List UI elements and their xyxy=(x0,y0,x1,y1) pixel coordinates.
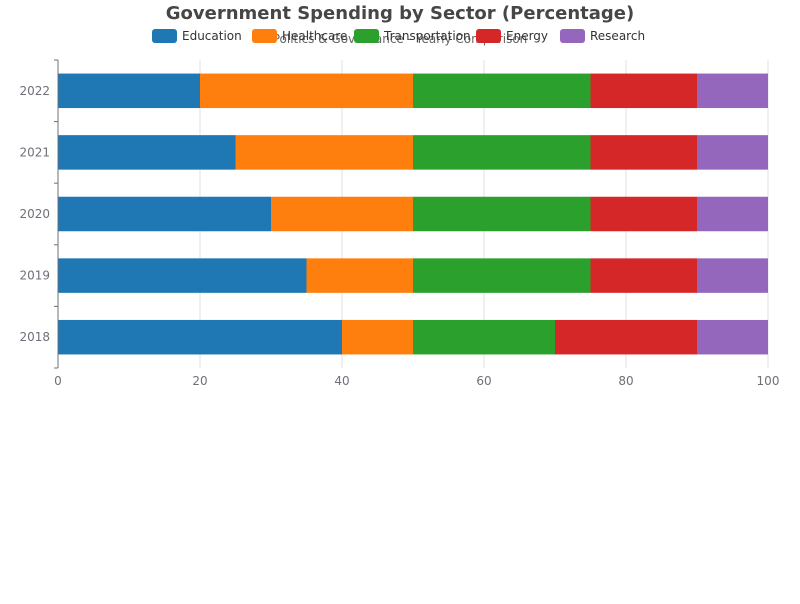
x-tick-label: 80 xyxy=(618,374,633,388)
y-tick-label: 2019 xyxy=(19,269,50,283)
bar-healthcare-2020 xyxy=(271,196,413,232)
legend-label-research: Research xyxy=(590,29,645,43)
bars-layer xyxy=(58,73,768,355)
bar-energy-2019 xyxy=(590,258,697,293)
legend: Education Healthcare Transportation Energy R… xyxy=(152,29,645,43)
legend-swatch-transportation xyxy=(354,29,379,43)
bar-energy-2018 xyxy=(555,319,697,355)
legend-swatch-education xyxy=(152,29,177,43)
legend-label-education: Education xyxy=(182,29,242,43)
legend-swatch-research xyxy=(560,29,585,43)
bar-research-2022 xyxy=(697,73,768,109)
legend-label-energy: Energy xyxy=(506,29,548,43)
chart-title: Government Spending by Sector (Percentag… xyxy=(166,3,634,24)
bar-research-2019 xyxy=(697,258,768,293)
bar-energy-2020 xyxy=(590,196,697,232)
bar-healthcare-2022 xyxy=(200,73,413,109)
bar-education-2020 xyxy=(58,196,271,232)
bar-healthcare-2018 xyxy=(342,319,413,355)
bar-transportation-2018 xyxy=(413,319,555,355)
bar-transportation-2020 xyxy=(413,196,591,232)
x-tick-label: 0 xyxy=(54,374,62,388)
y-tick-label: 2018 xyxy=(19,330,50,344)
legend-swatch-healthcare xyxy=(252,29,277,43)
bar-education-2022 xyxy=(58,73,200,109)
bar-energy-2022 xyxy=(590,73,697,109)
legend-label-healthcare: Healthcare xyxy=(282,29,347,43)
legend-swatch-energy xyxy=(476,29,501,43)
y-tick-label: 2020 xyxy=(19,207,50,221)
bar-research-2021 xyxy=(697,135,768,170)
bar-transportation-2019 xyxy=(413,258,591,293)
x-tick-label: 40 xyxy=(334,374,349,388)
bar-research-2018 xyxy=(697,319,768,355)
bar-transportation-2022 xyxy=(413,73,591,109)
bar-transportation-2021 xyxy=(413,135,591,170)
legend-label-transportation: Transportation xyxy=(383,29,471,43)
bar-education-2018 xyxy=(58,319,342,355)
bar-education-2021 xyxy=(58,135,236,170)
x-tick-label: 60 xyxy=(476,374,491,388)
y-tick-label: 2021 xyxy=(19,145,50,159)
bar-energy-2021 xyxy=(590,135,697,170)
y-tick-label: 2022 xyxy=(19,84,50,98)
bar-healthcare-2021 xyxy=(235,135,413,170)
bar-healthcare-2019 xyxy=(306,258,413,293)
bar-research-2020 xyxy=(697,196,768,232)
axis-layer: 0 20 40 60 80 100 2018 2019 2020 2021 2022 xyxy=(19,59,780,388)
bar-education-2019 xyxy=(58,258,307,293)
chart-subtitle: Politics & Governance - Yearly Compariso… xyxy=(273,32,528,46)
x-tick-label: 20 xyxy=(192,374,207,388)
x-tick-label: 100 xyxy=(757,374,780,388)
